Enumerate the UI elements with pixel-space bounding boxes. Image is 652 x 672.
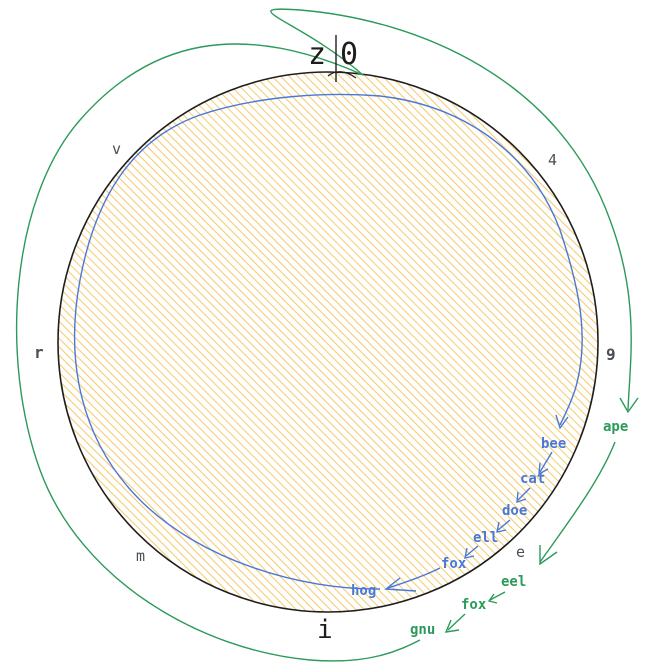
ring-label-9: 9 [606,345,616,364]
green-arrow-eel-fox [489,591,506,601]
blue-label-fox: fox [441,556,467,572]
green-arrow-ape-eel [539,441,616,563]
ring-circle [57,71,599,613]
blue-arrow-doe-ell [497,519,511,531]
green-label-eel: eel [501,574,526,590]
green-label-ape: ape [603,419,628,435]
green-arrowhead-ape [619,397,639,414]
green-arrowhead-fox [487,593,498,604]
green-outer-path-right [270,8,632,411]
top-right-label: 0 [340,37,358,72]
blue-arrowhead-ell [496,521,507,533]
green-arrow-fox-gnu [447,613,466,631]
blue-arrow-cat-doe [517,487,531,501]
blue-label-doe: doe [502,503,527,519]
green-outer-path [15,43,421,662]
green-arrowhead-gnu [444,619,460,633]
ring-label-m: m [136,547,145,565]
green-label-gnu: gnu [410,622,435,638]
blue-inner-path [73,93,583,590]
blue-arrowhead-cat [538,462,549,476]
blue-arrowhead-bee [555,414,569,430]
blue-arrow-bee-cat [539,451,553,473]
blue-label-cat: cat [520,471,545,487]
green-arrowhead-eel [539,545,558,566]
blue-arrowhead-hog [384,577,417,592]
blue-arrowhead-fox [464,547,475,559]
green-label-fox: fox [461,597,487,613]
ring-label-r: r [34,343,44,362]
top-left-label: z [308,37,326,72]
blue-arrow-fox-hog [387,567,441,589]
blue-label-bee: bee [541,436,566,452]
blue-label-ell: ell [473,530,498,546]
ring-label-4: 4 [548,151,557,169]
blue-arrowhead-doe [516,491,527,504]
top-tick [327,71,357,79]
ring-label-e: e [516,543,525,561]
blue-label-hog: hog [351,583,376,599]
ring-label-v: v [112,140,121,158]
bottom-label: i [317,615,333,645]
blue-arrow-ell-fox [465,545,479,557]
